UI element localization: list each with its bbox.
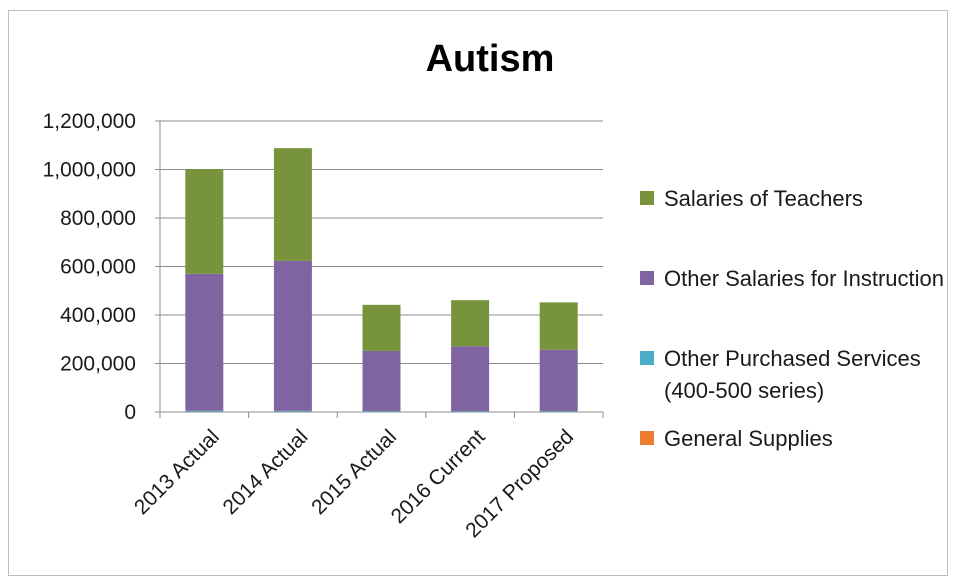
bar-segment (451, 300, 490, 347)
bar-segment (539, 349, 578, 412)
legend-item: General Supplies (640, 423, 954, 455)
bar-segment (362, 350, 401, 412)
bar-segment (539, 302, 578, 350)
legend-swatch (640, 271, 654, 285)
legend-item: Salaries of Teachers (640, 183, 954, 215)
y-tick-label: 600,000 (60, 256, 136, 279)
bar-segment (362, 304, 401, 351)
bar-segment (362, 411, 401, 412)
bar-segment (273, 148, 312, 261)
y-tick-label: 200,000 (60, 353, 136, 376)
legend-swatch (640, 431, 654, 445)
chart-title: Autism (425, 38, 555, 80)
legend-item: Other Salaries for Instruction (640, 263, 954, 295)
bar-segment (185, 273, 224, 411)
bar-segment (273, 410, 312, 412)
y-tick-label: 1,000,000 (43, 159, 136, 182)
bar-segment (451, 411, 490, 412)
bar-segment (273, 260, 312, 411)
legend-label: Salaries of Teachers (664, 186, 863, 211)
y-tick-label: 400,000 (60, 304, 136, 327)
legend-label: Other Salaries for Instruction (664, 266, 945, 291)
y-tick-label: 0 (124, 401, 136, 424)
legend-label: General Supplies (664, 426, 833, 451)
x-tick-label: 2013 Actual (130, 425, 224, 519)
chart-frame (8, 10, 948, 576)
bar-segment (451, 346, 490, 412)
legend-swatch (640, 191, 654, 205)
legend-label: Other Purchased Services (400-500 series… (664, 346, 921, 403)
bar-segment (185, 410, 224, 412)
legend-swatch (640, 351, 654, 365)
x-tick-label: 2015 Actual (307, 425, 401, 519)
y-tick-label: 1,200,000 (43, 110, 136, 133)
y-tick-label: 800,000 (60, 207, 136, 230)
bar-segment (185, 169, 224, 274)
legend-item: Other Purchased Services (400-500 series… (640, 343, 954, 407)
x-tick-label: 2014 Actual (219, 425, 313, 519)
bar-segment (539, 411, 578, 412)
